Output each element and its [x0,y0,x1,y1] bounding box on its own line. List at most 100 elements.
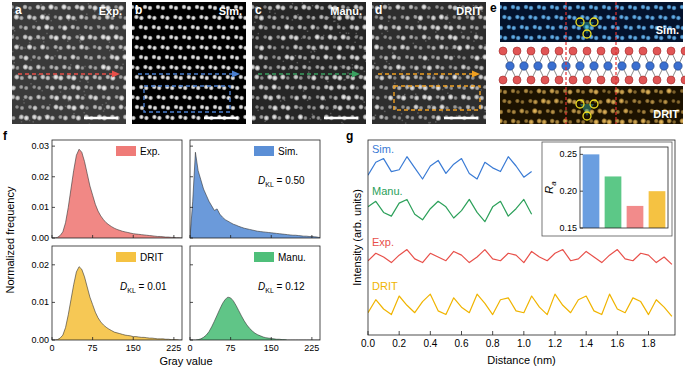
atom-column [315,26,320,31]
atom-column [400,15,405,20]
atom-column [550,34,555,39]
atom-column [186,5,191,10]
atom-column [575,4,580,9]
atom-column [341,26,346,31]
atom-column [272,105,278,111]
atom-column [45,46,50,51]
atom-column [84,15,89,20]
noise-speck [310,51,312,53]
atom-column [132,64,135,69]
atom-column [234,64,239,69]
scale-bar [204,117,238,120]
atom-column [646,119,651,124]
atom-column [139,45,144,50]
atom-column [645,89,651,95]
atom-column [400,74,406,80]
x-tick-label: 1.8 [642,338,656,349]
y-tick [190,238,193,239]
atom-red [653,47,661,55]
atom-column [435,94,440,99]
atom-column [337,75,343,81]
atom-column [213,35,218,40]
atom-column [27,74,32,79]
atom-column [44,15,50,21]
atom-column [294,65,299,70]
atom-column [92,14,98,20]
atom-column [58,45,63,50]
atom-column [280,15,285,20]
atom-column [439,104,445,110]
atom-column [333,95,338,100]
atom-column [409,65,414,70]
atom-column [289,55,295,61]
x-tick [311,235,312,238]
atom-column [289,64,294,69]
x-tick-label: 225 [166,343,181,353]
noise-speck [401,113,403,115]
atom-column [40,44,46,50]
atom-column [290,86,295,91]
atom-column [147,44,152,49]
atom-column [284,24,290,30]
text-part: D [120,281,127,292]
atom-column [97,75,102,80]
atom-column [15,95,21,101]
atom-column [541,89,546,94]
atom-column [252,35,255,40]
atom-column [680,34,684,39]
atom-column [243,75,246,80]
noise-speck [354,42,356,44]
atom-column [516,90,521,95]
atom-column [632,119,638,124]
atom-column [645,98,650,103]
atom-red [667,47,675,55]
atom-column [341,64,346,69]
atom-column [306,75,311,80]
y-tick [52,207,55,208]
atom-column [132,115,136,120]
atom-column [285,76,290,81]
x-tick [492,331,493,335]
atom-column [147,74,152,79]
atom-red [499,47,507,55]
atom-column [58,105,64,111]
atom-column [520,15,525,20]
y-tick [580,191,583,192]
atom-column [392,45,398,51]
atom-column [414,95,420,101]
atom-column [204,45,209,50]
atom-column [221,25,226,30]
atom-column [132,25,136,30]
atom-column [680,109,683,114]
atom-column [593,89,599,95]
atom-red [667,76,675,84]
atom-column [319,75,324,80]
atom-column [479,35,484,40]
atom-column [49,94,55,100]
atom-column [606,119,612,124]
atom-column [567,89,573,95]
atom-column [529,90,534,95]
atom-column [542,35,547,40]
highlight-circle [590,100,598,108]
atom-column [143,25,148,30]
atom-column [267,14,272,19]
arrow-head [112,71,120,78]
noise-speck [84,94,86,96]
atom-column [448,25,454,31]
page-body: {"images":[{"label":"a","caption":"Exp."… [0,0,685,368]
atom-column [418,46,423,51]
scale-bar [444,117,478,120]
atom-column [536,4,541,9]
atom-column [452,44,457,49]
atom-column [303,116,308,121]
atom-column [435,115,441,121]
atom-column [653,4,658,9]
plot-area [190,152,320,238]
atom-column [336,54,342,60]
noise-speck [485,111,486,113]
atom-column [293,44,299,50]
profile-arrow [138,73,232,75]
atom-column [62,25,68,31]
atom-column [174,35,179,40]
